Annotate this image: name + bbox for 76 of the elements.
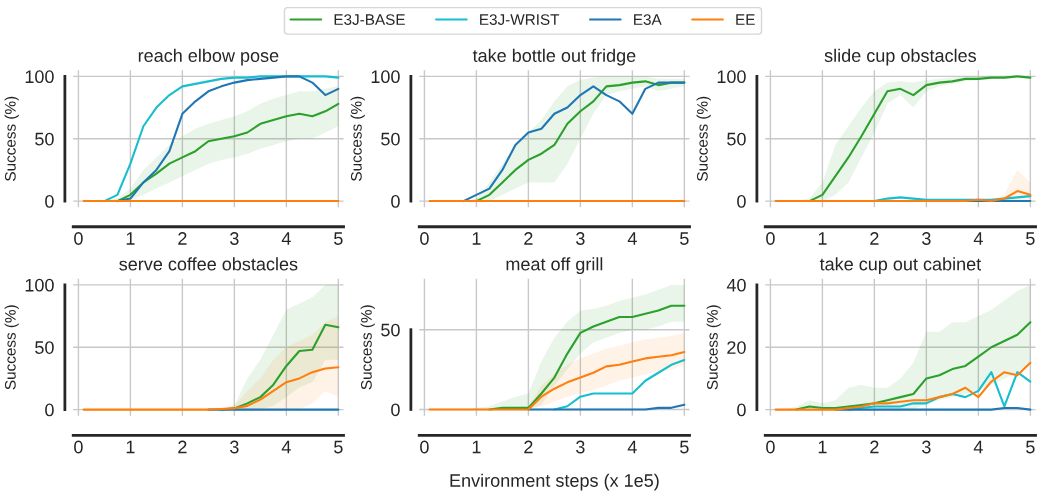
y-tick-label: 100 [25, 70, 54, 84]
chart-title: meat off grill [506, 257, 603, 275]
y-tick-label: 0 [45, 403, 54, 417]
chart-title: take cup out cabinet [819, 257, 982, 275]
x-tick-label: 1 [126, 440, 135, 454]
x-tick-label: 3 [230, 232, 239, 245]
line-series [795, 321, 1032, 411]
y-axis-title: Success (%) [696, 96, 711, 181]
y-tick-label: 40 [726, 278, 746, 292]
legend-label: E3J-WRIST [480, 14, 560, 25]
x-tick-label: 4 [281, 232, 291, 245]
y-axis-title: Success (%) [706, 305, 721, 390]
x-tick-label: 2 [524, 440, 533, 454]
y-axis-title: Success (%) [4, 96, 19, 181]
line-series [774, 361, 1032, 411]
chart-title: slide cup obstacles [824, 48, 977, 66]
x-tick-label: 2 [870, 232, 879, 245]
y-tick-label: 0 [737, 403, 746, 417]
line-series [774, 190, 1032, 203]
x-tick-label: 5 [1026, 232, 1035, 245]
legend-label: EE [736, 14, 755, 25]
x-tick-label: 3 [922, 232, 931, 245]
x-tick-label: 0 [74, 232, 83, 245]
y-tick-label: 20 [727, 341, 746, 354]
x-tick-label: 4 [281, 440, 291, 454]
x-tick-label: 0 [766, 440, 775, 454]
y-axis-title: Success (%) [4, 305, 19, 390]
x-tick-label: 1 [472, 232, 481, 245]
line-series [428, 350, 686, 411]
y-tick-label: 0 [737, 195, 746, 208]
x-tick-label: 0 [420, 440, 429, 454]
x-tick-label: 1 [126, 232, 135, 245]
x-tick-label: 3 [230, 440, 239, 454]
y-tick-label: 100 [25, 278, 54, 292]
y-tick-label: 50 [727, 132, 746, 146]
y-axis-title: Success (%) [350, 96, 365, 181]
y-tick-label: 100 [717, 70, 746, 84]
x-tick-label: 2 [178, 440, 187, 454]
x-tick-label: 3 [922, 440, 931, 454]
x-tick-label: 5 [1026, 440, 1035, 454]
x-tick-label: 1 [818, 232, 827, 245]
y-axis-title: Success (%) [360, 305, 375, 390]
x-axis-title: Environment steps (x 1e5) [450, 473, 659, 491]
y-tick-label: 0 [391, 195, 400, 208]
y-tick-label: 50 [381, 132, 400, 146]
y-tick-label: 0 [391, 403, 400, 417]
line-series [82, 366, 340, 411]
y-tick-label: 0 [45, 195, 54, 208]
x-tick-label: 4 [627, 440, 637, 454]
y-tick-label: 50 [35, 132, 54, 146]
y-tick-label: 50 [381, 323, 400, 337]
x-tick-label: 4 [973, 232, 983, 245]
chart-title: reach elbow pose [138, 48, 279, 66]
chart-title: serve coffee obstacles [119, 257, 298, 271]
chart-title: take bottle out fridge [472, 48, 636, 66]
x-tick-label: 5 [680, 232, 689, 245]
x-tick-label: 0 [420, 232, 429, 245]
x-tick-label: 1 [818, 440, 827, 454]
legend-label: E3J-BASE [334, 14, 405, 25]
x-tick-label: 5 [334, 232, 343, 245]
legend-label: E3A [634, 14, 662, 25]
x-tick-label: 3 [576, 440, 585, 454]
y-tick-label: 50 [35, 341, 54, 354]
x-tick-label: 2 [524, 232, 533, 245]
x-tick-label: 4 [973, 440, 983, 454]
x-tick-label: 2 [178, 232, 187, 245]
x-tick-label: 5 [680, 440, 689, 454]
y-tick-label: 100 [371, 70, 400, 84]
x-tick-label: 4 [627, 232, 637, 245]
x-tick-label: 3 [576, 232, 585, 245]
x-tick-label: 1 [472, 440, 481, 454]
x-tick-label: 0 [74, 440, 83, 454]
line-series [116, 102, 340, 203]
x-tick-label: 2 [870, 440, 879, 454]
x-tick-label: 0 [766, 232, 775, 245]
x-tick-label: 5 [334, 440, 343, 454]
